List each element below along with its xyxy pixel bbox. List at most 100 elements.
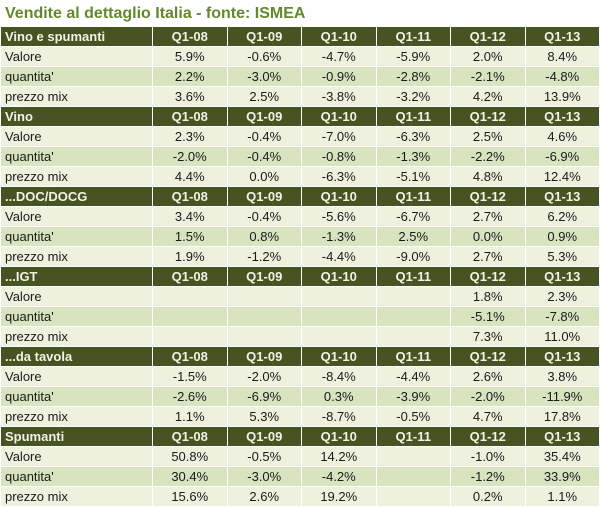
- cell-value: -3.9%: [375, 386, 451, 407]
- cell-value: 4.2%: [450, 86, 526, 107]
- column-header: Q1-13: [524, 346, 600, 367]
- cell-value: -1.2%: [226, 246, 302, 267]
- column-header: Q1-10: [301, 186, 377, 207]
- cell-value: -11.9%: [524, 386, 600, 407]
- cell-value: -0.5%: [375, 406, 451, 427]
- cell-value: 1.1%: [152, 406, 228, 427]
- cell-value: 14.2%: [301, 446, 377, 467]
- section-title: ...da tavola: [0, 346, 153, 367]
- column-header: Q1-11: [375, 426, 451, 447]
- cell-value: 15.6%: [152, 486, 228, 507]
- cell-value: 2.5%: [226, 86, 302, 107]
- column-header: Q1-08: [152, 26, 228, 47]
- cell-value: -2.6%: [152, 386, 228, 407]
- cell-value: 17.8%: [524, 406, 600, 427]
- cell-value: 12.4%: [524, 166, 600, 187]
- column-header: Q1-10: [301, 266, 377, 287]
- section-doc-docg: ...DOC/DOCG Q1-08 Q1-09 Q1-10 Q1-11 Q1-1…: [0, 186, 600, 267]
- table-row: Valore 1.8% 2.3%: [0, 286, 600, 307]
- cell-value: -8.4%: [301, 366, 377, 387]
- cell-value: -6.9%: [226, 386, 302, 407]
- cell-value: [226, 286, 302, 307]
- cell-value: -4.7%: [301, 46, 377, 67]
- cell-value: -1.3%: [301, 226, 377, 247]
- cell-value: -0.5%: [226, 446, 302, 467]
- cell-value: 1.1%: [524, 486, 600, 507]
- cell-value: -1.3%: [375, 146, 451, 167]
- cell-value: -4.8%: [524, 66, 600, 87]
- column-header: Q1-12: [450, 426, 526, 447]
- table-row: quantita' -2.0% -0.4% -0.8% -1.3% -2.2% …: [0, 146, 600, 167]
- cell-value: [301, 286, 377, 307]
- cell-value: -0.8%: [301, 146, 377, 167]
- cell-value: 30.4%: [152, 466, 228, 487]
- cell-value: 5.3%: [524, 246, 600, 267]
- cell-value: [375, 326, 451, 347]
- cell-value: [301, 326, 377, 347]
- row-label: Valore: [0, 286, 153, 307]
- cell-value: 0.0%: [450, 226, 526, 247]
- section-header-row: ...da tavola Q1-08 Q1-09 Q1-10 Q1-11 Q1-…: [0, 346, 600, 367]
- table-row: prezzo mix 1.9% -1.2% -4.4% -9.0% 2.7% 5…: [0, 246, 600, 267]
- row-label: prezzo mix: [0, 486, 153, 507]
- row-label: Valore: [0, 366, 153, 387]
- cell-value: 2.6%: [226, 486, 302, 507]
- row-label: prezzo mix: [0, 246, 153, 267]
- cell-value: [152, 306, 228, 327]
- cell-value: 2.6%: [450, 366, 526, 387]
- cell-value: 1.5%: [152, 226, 228, 247]
- retail-sales-table: Vino e spumanti Q1-08 Q1-09 Q1-10 Q1-11 …: [0, 26, 600, 507]
- column-header: Q1-12: [450, 106, 526, 127]
- cell-value: -5.6%: [301, 206, 377, 227]
- section-header-row: ...IGT Q1-08 Q1-09 Q1-10 Q1-11 Q1-12 Q1-…: [0, 266, 600, 287]
- column-header: Q1-09: [226, 426, 302, 447]
- row-label: quantita': [0, 466, 153, 487]
- cell-value: 3.6%: [152, 86, 228, 107]
- row-label: prezzo mix: [0, 406, 153, 427]
- cell-value: [375, 286, 451, 307]
- column-header: Q1-11: [375, 106, 451, 127]
- cell-value: -1.5%: [152, 366, 228, 387]
- column-header: Q1-09: [226, 186, 302, 207]
- section-vino: Vino Q1-08 Q1-09 Q1-10 Q1-11 Q1-12 Q1-13…: [0, 106, 600, 187]
- column-header: Q1-09: [226, 26, 302, 47]
- cell-value: -3.8%: [301, 86, 377, 107]
- cell-value: [375, 306, 451, 327]
- cell-value: -5.1%: [375, 166, 451, 187]
- row-label: prezzo mix: [0, 86, 153, 107]
- row-label: quantita': [0, 306, 153, 327]
- cell-value: [375, 466, 451, 487]
- column-header: Q1-10: [301, 426, 377, 447]
- section-header-row: ...DOC/DOCG Q1-08 Q1-09 Q1-10 Q1-11 Q1-1…: [0, 186, 600, 207]
- cell-value: -2.8%: [375, 66, 451, 87]
- cell-value: -0.4%: [226, 206, 302, 227]
- section-title: ...DOC/DOCG: [0, 186, 153, 207]
- cell-value: 1.8%: [450, 286, 526, 307]
- column-header: Q1-12: [450, 186, 526, 207]
- cell-value: [152, 326, 228, 347]
- page-title: Vendite al dettaglio Italia - fonte: ISM…: [5, 5, 306, 22]
- section-da-tavola: ...da tavola Q1-08 Q1-09 Q1-10 Q1-11 Q1-…: [0, 346, 600, 427]
- cell-value: -3.0%: [226, 66, 302, 87]
- table-row: prezzo mix 15.6% 2.6% 19.2% 0.2% 1.1%: [0, 486, 600, 507]
- cell-value: 2.0%: [450, 46, 526, 67]
- cell-value: 4.4%: [152, 166, 228, 187]
- section-title: Vino e spumanti: [0, 26, 153, 47]
- cell-value: 2.5%: [375, 226, 451, 247]
- column-header: Q1-09: [226, 346, 302, 367]
- table-row: quantita' -5.1% -7.8%: [0, 306, 600, 327]
- cell-value: -6.9%: [524, 146, 600, 167]
- column-header: Q1-12: [450, 266, 526, 287]
- row-label: prezzo mix: [0, 326, 153, 347]
- row-label: prezzo mix: [0, 166, 153, 187]
- column-header: Q1-13: [524, 106, 600, 127]
- table-row: Valore 50.8% -0.5% 14.2% -1.0% 35.4%: [0, 446, 600, 467]
- column-header: Q1-12: [450, 26, 526, 47]
- table-row: prezzo mix 7.3% 11.0%: [0, 326, 600, 347]
- cell-value: -1.2%: [450, 466, 526, 487]
- table-row: quantita' -2.6% -6.9% 0.3% -3.9% -2.0% -…: [0, 386, 600, 407]
- column-header: Q1-09: [226, 106, 302, 127]
- section-title: Vino: [0, 106, 153, 127]
- table-row: prezzo mix 3.6% 2.5% -3.8% -3.2% 4.2% 13…: [0, 86, 600, 107]
- table-row: Valore 5.9% -0.6% -4.7% -5.9% 2.0% 8.4%: [0, 46, 600, 67]
